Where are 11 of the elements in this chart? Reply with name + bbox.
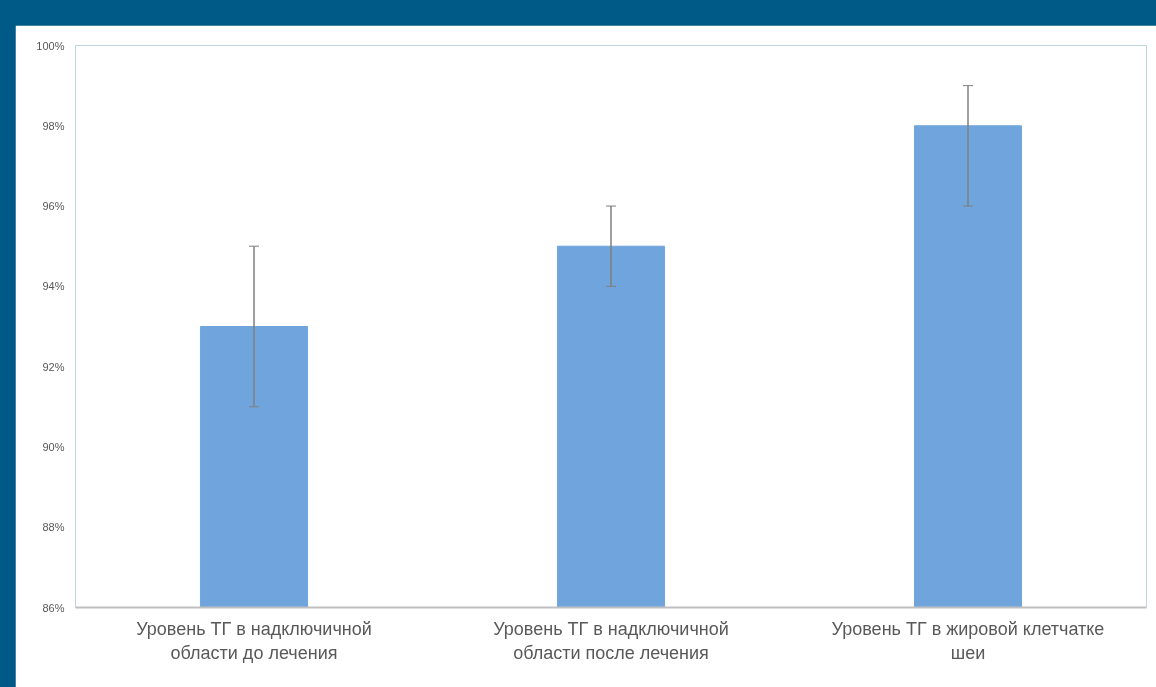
y-tick-label: 98% [42, 119, 65, 132]
y-tick-label: 88% [42, 521, 65, 534]
x-tick-label: Уровень ТГ в жировой клетчатке шеи [831, 618, 1105, 663]
y-tick-label: 100% [36, 39, 65, 52]
x-tick-label: Уровень ТГ в надключичной области до лечения [136, 618, 372, 663]
x-tick-label: Уровень ТГ в надключичной области после лечения [493, 618, 729, 663]
y-tick-label: 94% [42, 280, 65, 293]
y-tick-label: 86% [42, 601, 65, 614]
y-tick-label: 92% [42, 360, 65, 373]
y-tick-label: 90% [42, 440, 65, 453]
y-tick-label: 96% [42, 200, 65, 213]
